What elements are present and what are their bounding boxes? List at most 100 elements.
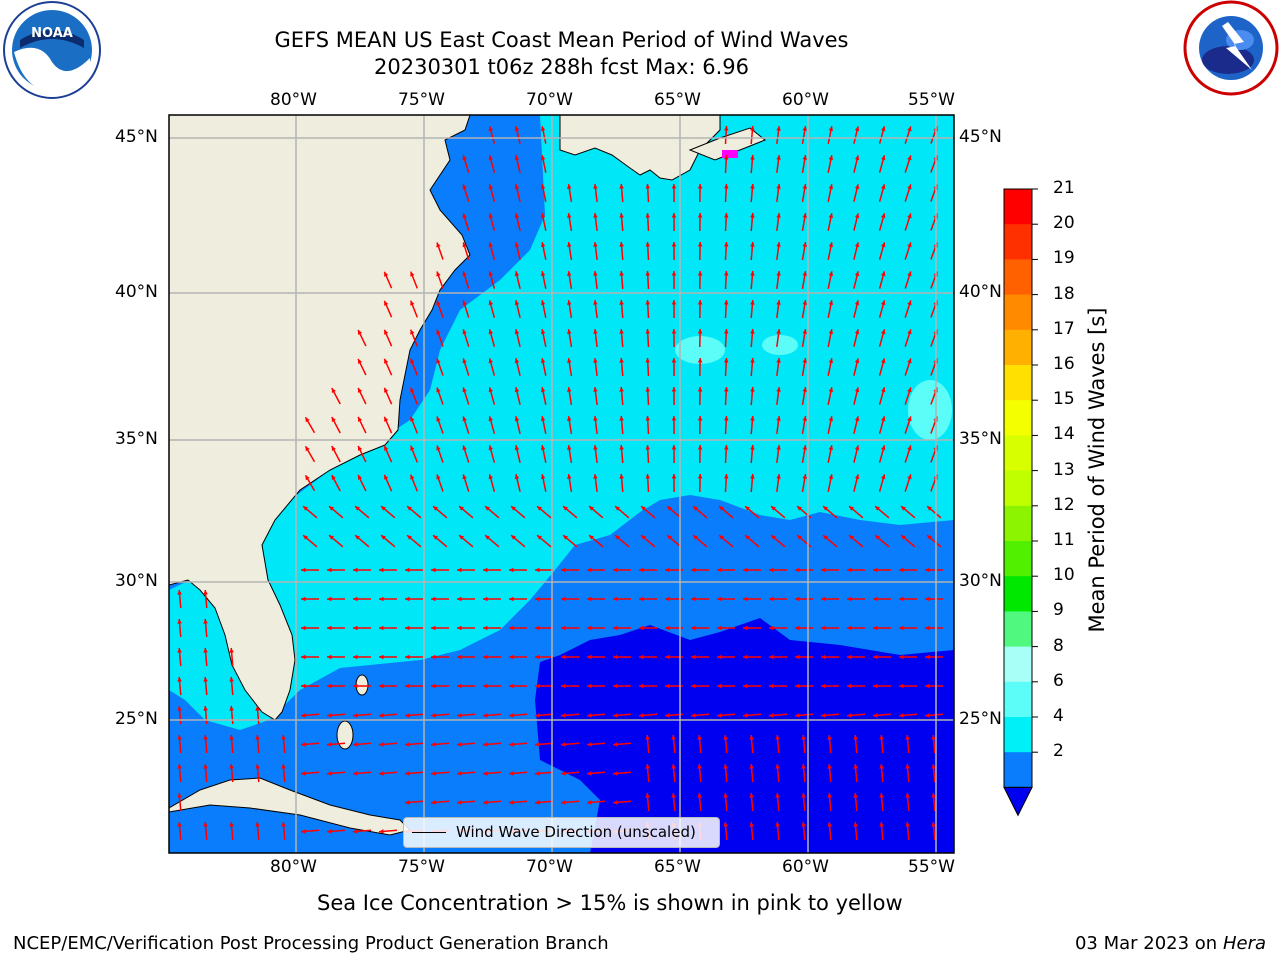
wave-direction-arrowhead: [697, 764, 702, 769]
wave-direction-arrowhead: [750, 213, 755, 218]
wave-direction-arrowhead: [881, 155, 886, 161]
wave-direction-arrowhead: [907, 387, 912, 393]
wave-direction-arrowhead: [691, 625, 696, 631]
wave-direction-arrowhead: [514, 474, 520, 480]
wave-direction-arrowhead: [750, 329, 755, 334]
wave-band-4-6: [169, 115, 954, 730]
wave-direction-arrowhead: [203, 648, 208, 653]
colorbar-segment: [1004, 294, 1032, 331]
wave-direction-arrowhead: [255, 822, 260, 827]
wave-direction-arrowhead: [907, 271, 912, 277]
wave-direction-arrowhead: [509, 567, 514, 573]
wave-direction-arrowhead: [405, 771, 410, 776]
wave-direction-arrowhead: [353, 625, 358, 631]
wave-direction-arrowhead: [821, 654, 826, 660]
wave-direction-arrowhead: [717, 654, 722, 660]
wave-direction-arrowhead: [697, 445, 703, 450]
wave-direction-arrowhead: [405, 596, 410, 602]
chart-title: GEFS MEAN US East Coast Mean Period of W…: [274, 28, 849, 52]
wave-direction-arrowhead: [229, 822, 234, 827]
wave-direction-arrowhead: [379, 829, 384, 834]
colorbar-label: Mean Period of Wind Waves [s]: [1085, 307, 1109, 633]
wave-direction-arrowhead: [801, 793, 806, 798]
map-frame: [168, 114, 955, 854]
wave-direction-arrowhead: [436, 300, 441, 306]
wave-direction-arrowhead: [927, 535, 932, 540]
wave-direction-arrowhead: [854, 329, 860, 335]
wave-direction-arrowhead: [488, 300, 493, 306]
wave-direction-arrowhead: [907, 329, 912, 335]
wave-direction-arrowhead: [327, 567, 332, 573]
wave-direction-arrowhead: [561, 625, 566, 631]
wave-direction-arrowhead: [847, 625, 852, 631]
wave-direction-arrowhead: [828, 445, 834, 450]
wave-direction-arrowhead: [301, 829, 306, 834]
nws-logo-icon: [1183, 0, 1279, 96]
wave-direction-arrowhead: [203, 822, 208, 827]
wave-direction-arrowhead: [483, 742, 488, 747]
wave-direction-arrowhead: [177, 822, 182, 827]
wave-direction-arrowhead: [384, 300, 389, 306]
wave-direction-arrowhead: [743, 625, 748, 631]
wave-direction-arrowhead: [514, 387, 520, 393]
lon-tick-bottom: 70°W: [526, 857, 573, 877]
wave-direction-arrowhead: [483, 596, 488, 602]
wave-direction-arrowhead: [353, 742, 358, 747]
wave-direction-arrowhead: [775, 735, 780, 740]
wave-direction-arrowhead: [795, 683, 800, 689]
wave-direction-arrowhead: [514, 416, 520, 422]
lon-tick-top: 65°W: [654, 90, 701, 110]
wave-direction-arrowhead: [483, 713, 488, 718]
wave-direction-arrowhead: [854, 387, 860, 393]
wave-direction-arrowhead: [255, 764, 260, 769]
wave-direction-arrowhead: [899, 625, 904, 631]
wave-direction-arrowhead: [873, 654, 878, 660]
wave-direction-arrowhead: [645, 735, 650, 740]
wave-direction-arrowhead: [645, 300, 650, 305]
wave-direction-arrowhead: [431, 683, 436, 689]
wave-direction-arrowhead: [379, 596, 384, 602]
wave-direction-arrowhead: [750, 184, 755, 189]
wave-direction-arrowhead: [881, 387, 886, 393]
map-gridlines: [169, 115, 954, 853]
wave-direction-arrowhead: [671, 793, 676, 798]
wave-direction-arrowhead: [854, 358, 860, 364]
wave-direction-arrowhead: [436, 445, 441, 451]
wave-direction-arrowhead: [436, 358, 441, 364]
wave-direction-arrowhead: [384, 416, 389, 422]
wave-direction-arrowhead: [431, 625, 436, 631]
wave-direction-arrowhead: [827, 764, 832, 769]
wave-direction-arrowhead: [540, 155, 546, 160]
wave-direction-arrowhead: [639, 713, 644, 718]
wave-direction-arrowhead: [535, 742, 540, 747]
wave-direction-arrowhead: [327, 713, 332, 718]
wave-direction-arrowhead: [665, 683, 670, 689]
wave-direction-arrowhead: [301, 567, 306, 573]
wave-direction-arrowhead: [619, 242, 624, 247]
wave-direction-arrowhead: [854, 184, 860, 190]
wave-direction-arrowhead: [749, 793, 754, 798]
wave-direction-arrowhead: [301, 654, 306, 660]
colorbar-segment: [1004, 681, 1032, 718]
wave-direction-arrowhead: [769, 683, 774, 689]
lat-tick-left: 45°N: [115, 127, 158, 147]
colorbar-segment: [1004, 646, 1032, 683]
wave-direction-arrowhead: [331, 417, 336, 422]
wave-direction-arrowhead: [567, 329, 572, 334]
wave-direction-arrowhead: [881, 474, 886, 480]
wave-direction-arrowhead: [771, 535, 776, 540]
wave-direction-arrowhead: [665, 654, 670, 660]
wave-direction-arrowhead: [353, 683, 358, 689]
wave-direction-arrowhead: [828, 126, 834, 131]
wave-direction-arrowhead: [457, 596, 462, 602]
wave-direction-arrowhead: [854, 445, 860, 451]
wave-direction-arrowhead: [927, 506, 932, 511]
wave-direction-arrowhead: [561, 771, 566, 776]
wave-direction-arrowhead: [849, 535, 854, 540]
wave-direction-arrowhead: [587, 800, 592, 805]
wave-direction-arrowhead: [379, 567, 384, 573]
wave-direction-arrowhead: [567, 300, 572, 305]
wave-direction-arrowhead: [821, 567, 826, 573]
wave-direction-arrowhead: [854, 474, 860, 480]
wave-direction-arrowhead: [776, 271, 781, 276]
